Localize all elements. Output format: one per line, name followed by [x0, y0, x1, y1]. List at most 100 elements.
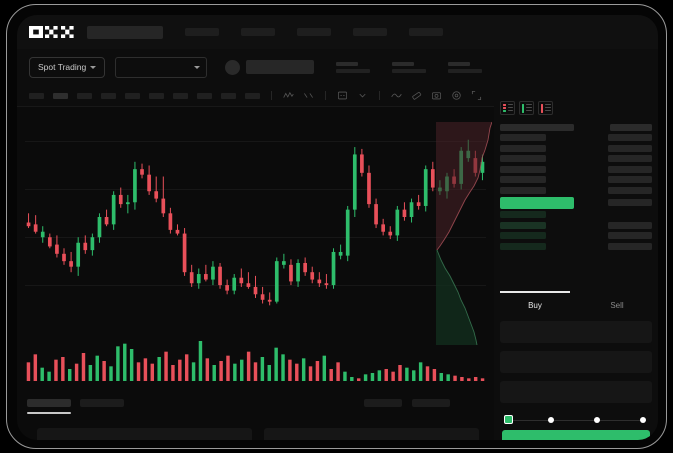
tab-open-orders[interactable]: [27, 399, 71, 407]
order-book-bid-row[interactable]: [500, 241, 652, 252]
ask-qty: [500, 144, 546, 152]
ask-price: [608, 155, 652, 163]
market-stat-3: [448, 61, 483, 73]
trendline-icon[interactable]: [391, 90, 402, 101]
order-book-ask-row[interactable]: [500, 154, 652, 165]
chevron-down-icon: [194, 65, 201, 69]
tab-buy[interactable]: Buy: [494, 291, 576, 317]
ask-price: [608, 144, 652, 152]
order-book-spread-row[interactable]: [500, 196, 652, 210]
chevron-down-icon[interactable]: [357, 90, 368, 101]
bid-price: [608, 232, 652, 240]
nav-item-3[interactable]: [297, 28, 331, 36]
nav-item-4[interactable]: [353, 28, 387, 36]
chevron-down-icon: [90, 65, 97, 69]
fullscreen-icon[interactable]: [471, 90, 482, 101]
active-tab-indicator: [27, 412, 71, 414]
ask-price: [608, 165, 652, 173]
orderbook-col-qty-header: [500, 123, 574, 131]
ask-qty: [500, 186, 546, 194]
timeframe-9[interactable]: [221, 92, 236, 99]
timeframe-4[interactable]: [101, 92, 116, 99]
okx-logo[interactable]: [29, 26, 75, 38]
market-mode-label: Spot Trading: [38, 62, 87, 72]
bid-price: [608, 242, 652, 250]
coin-avatar: [225, 59, 241, 75]
settings-gear-icon[interactable]: [451, 90, 462, 101]
order-book-bid-row[interactable]: [500, 210, 652, 221]
bid-qty: [500, 221, 546, 229]
timeframe-2[interactable]: [53, 92, 68, 99]
indicator-icon[interactable]: [283, 90, 294, 101]
ask-qty: [500, 155, 546, 163]
timeframe-7[interactable]: [173, 92, 188, 99]
orders-panel-right[interactable]: [264, 428, 479, 440]
orderbook-mode-both-icon[interactable]: [500, 101, 515, 115]
amount-field[interactable]: [500, 351, 652, 373]
last-price-value: [246, 60, 315, 74]
market-mode-selector[interactable]: Spot Trading: [29, 56, 106, 78]
market-stat-2-value: [392, 68, 427, 73]
timeframe-3[interactable]: [77, 92, 92, 99]
order-book-ask-row[interactable]: [500, 143, 652, 154]
nav-item-1[interactable]: [185, 28, 219, 36]
toolbar-divider: [325, 91, 326, 100]
order-book-ask-row[interactable]: [500, 175, 652, 186]
ask-price: [608, 176, 652, 184]
order-book-header-row: [500, 122, 652, 133]
slider-step-1[interactable]: [548, 416, 554, 423]
market-stat-2: [392, 61, 427, 73]
bid-qty: [500, 211, 546, 219]
submit-order-button[interactable]: [502, 430, 650, 440]
compare-icon[interactable]: [303, 90, 314, 101]
ruler-icon[interactable]: [411, 90, 422, 101]
market-subheader: Spot Trading: [17, 49, 658, 85]
timeframe-1[interactable]: [29, 92, 44, 99]
orderbook-mode-asks-icon[interactable]: [538, 101, 553, 115]
order-book-bid-row[interactable]: [500, 231, 652, 242]
ask-price: [608, 186, 652, 194]
app-viewport: Spot Trading: [17, 15, 658, 440]
volume-bar-series: [26, 341, 485, 381]
tab-sell[interactable]: Sell: [610, 300, 624, 310]
camera-icon[interactable]: [431, 90, 442, 101]
slider-step-2[interactable]: [594, 416, 600, 423]
orders-action-2[interactable]: [412, 399, 450, 407]
logo-letter-k: [45, 26, 58, 38]
nav-item-5[interactable]: [409, 28, 443, 36]
slider-step-3[interactable]: [640, 416, 646, 423]
total-field[interactable]: [500, 381, 652, 403]
market-stat-3-value: [448, 68, 483, 73]
order-book-ask-row[interactable]: [500, 133, 652, 144]
price-chart[interactable]: [25, 111, 486, 331]
orders-panel-left[interactable]: [37, 428, 252, 440]
orderbook-mode-bids-icon[interactable]: [519, 101, 534, 115]
price-field[interactable]: [500, 321, 652, 343]
slider-track: [506, 419, 646, 421]
tab-order-history[interactable]: [80, 399, 124, 407]
timeframe-5[interactable]: [125, 92, 140, 99]
bid-price: [608, 211, 652, 218]
candlestick-series: [26, 139, 485, 306]
market-stat-1-value: [336, 68, 371, 73]
nav-item-2[interactable]: [241, 28, 275, 36]
order-book-bid-row[interactable]: [500, 220, 652, 231]
global-search-input[interactable]: [87, 25, 163, 39]
timeframe-8[interactable]: [197, 92, 212, 99]
template-icon[interactable]: [337, 90, 348, 101]
ask-price: [608, 134, 652, 142]
bid-price: [608, 221, 652, 229]
toolbar-divider: [379, 91, 380, 100]
orders-action-1[interactable]: [364, 399, 402, 407]
slider-step-0[interactable]: [504, 415, 513, 424]
timeframe-10[interactable]: [245, 92, 260, 99]
order-book-ask-row[interactable]: [500, 185, 652, 196]
timeframe-6[interactable]: [149, 92, 164, 99]
market-stat-2-label: [392, 61, 415, 66]
bid-qty: [500, 242, 546, 250]
orders-tabbar: [25, 396, 486, 414]
device-frame: Spot Trading: [6, 4, 667, 449]
trading-pair-select[interactable]: [115, 56, 208, 78]
order-book-ask-row[interactable]: [500, 164, 652, 175]
amount-percent-slider[interactable]: [502, 415, 650, 425]
